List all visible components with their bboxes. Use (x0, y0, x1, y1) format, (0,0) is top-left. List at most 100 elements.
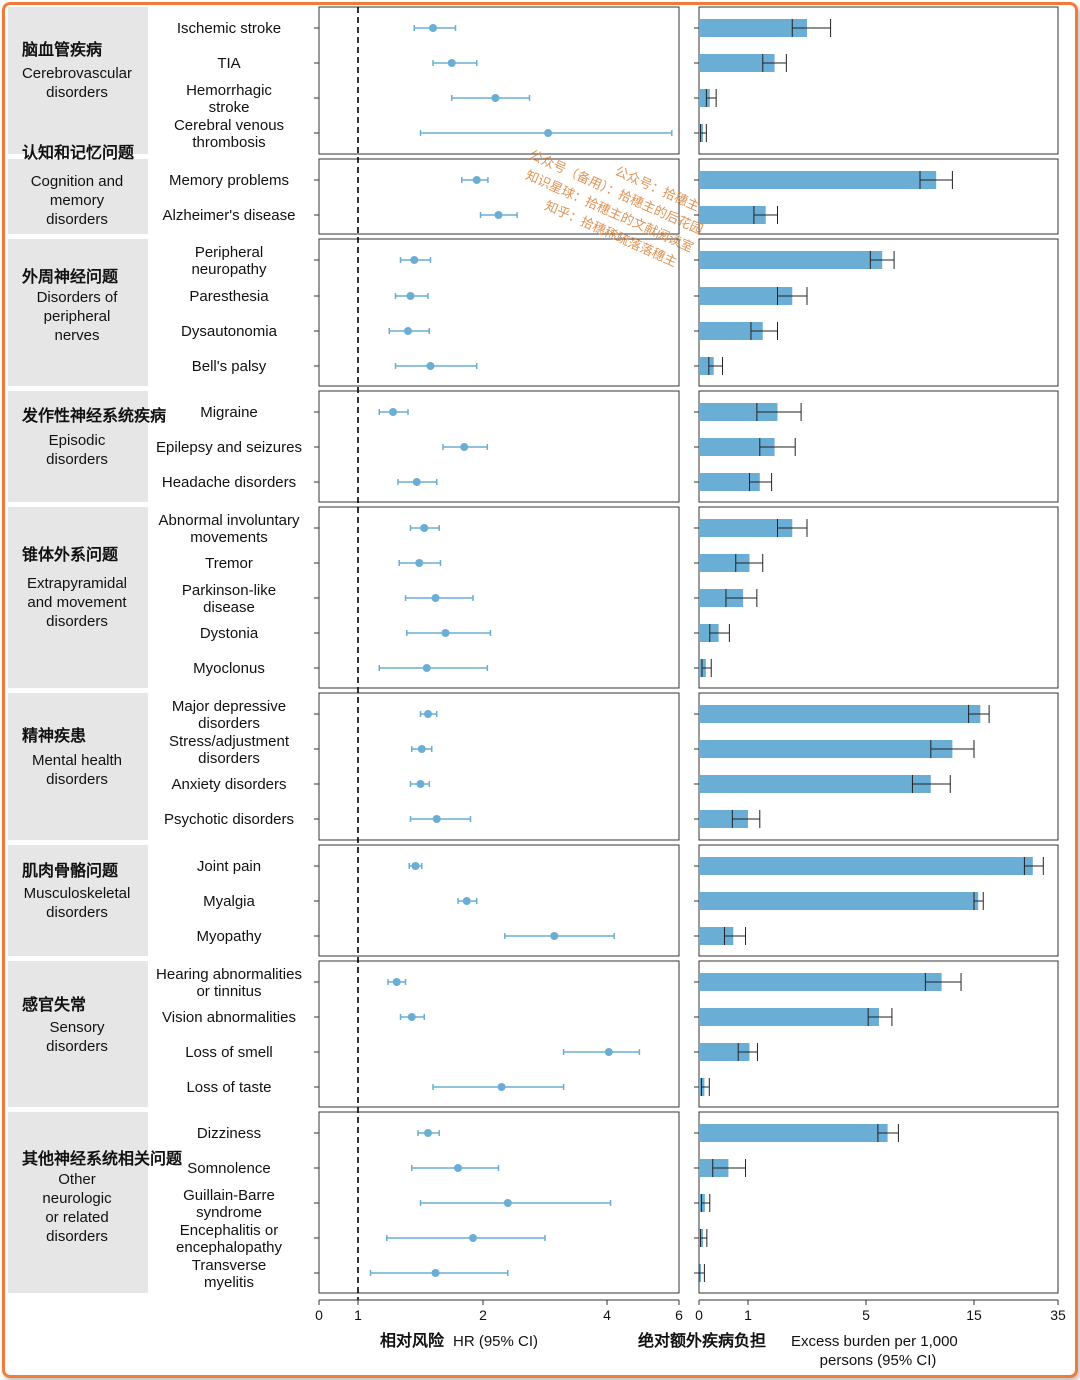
burden-bar (699, 171, 937, 189)
group-title-en: neurologic (42, 1190, 112, 1207)
group-title-en: disorders (46, 84, 108, 101)
condition-label: Abnormal involuntary (159, 512, 300, 529)
group-band (8, 159, 148, 234)
condition-label: stroke (209, 99, 250, 116)
condition-label: Encephalitis or (180, 1222, 278, 1239)
group-band (8, 845, 148, 956)
condition-label: Hearing abnormalities (156, 966, 302, 983)
condition-label: Myoclonus (193, 660, 265, 677)
condition-label: myelitis (204, 1274, 254, 1291)
hr-point (415, 559, 424, 567)
group-title-zh: 其他神经系统相关问题 (22, 1149, 183, 1168)
condition-label: Tremor (205, 555, 253, 572)
group-title-en: disorders (46, 1038, 108, 1055)
burden-panel (698, 158, 1059, 235)
hr-point (497, 1083, 506, 1091)
condition-label: syndrome (196, 1204, 262, 1221)
burden-bar (699, 705, 981, 723)
group-title-zh: 发作性神经系统疾病 (21, 406, 166, 425)
burden-bar (699, 1043, 750, 1061)
hr-panel (318, 960, 680, 1108)
burden-bar (699, 775, 931, 793)
burden-bar (699, 857, 1033, 875)
burden-bar (699, 473, 760, 491)
condition-label: Dizziness (197, 1125, 261, 1142)
condition-label: Headache disorders (162, 474, 296, 491)
condition-label: Myalgia (203, 893, 255, 910)
condition-label: Migraine (200, 404, 258, 421)
burden-axis-tick-label: 5 (862, 1307, 870, 1323)
condition-label: disease (203, 599, 255, 616)
right-axis-title-zh: 绝对额外疾病负担 (638, 1331, 766, 1350)
burden-panel (698, 960, 1059, 1108)
hr-point (469, 1234, 477, 1242)
burden-bar (699, 810, 748, 828)
group-title-zh: 肌肉骨骼问题 (22, 861, 119, 880)
hr-point (424, 1129, 432, 1137)
hr-panel (318, 844, 680, 957)
condition-label: Peripheral (195, 244, 263, 261)
group-title-zh: 脑血管疾病 (22, 40, 102, 59)
hr-point (429, 24, 437, 32)
burden-bar (699, 89, 710, 107)
group-title-en: disorders (46, 613, 108, 630)
hr-point (472, 176, 481, 184)
hr-panel (318, 390, 680, 503)
hr-point (417, 745, 426, 753)
condition-label: Dystonia (200, 625, 259, 642)
condition-label: Epilepsy and seizures (156, 439, 302, 456)
condition-label: Stress/adjustment (169, 733, 290, 750)
burden-axis-tick-label: 1 (744, 1307, 752, 1323)
group-title-en: Disorders of (37, 289, 119, 306)
group-title-en: Cognition and (31, 173, 124, 190)
burden-axis-tick-label: 15 (966, 1307, 982, 1323)
group-title-en: disorders (46, 211, 108, 228)
burden-bar (699, 624, 719, 642)
condition-label: Ischemic stroke (177, 20, 281, 37)
condition-label: encephalopathy (176, 1239, 282, 1256)
hr-axis-tick-label: 6 (675, 1307, 683, 1323)
right-axis-title-en-line1: Excess burden per 1,000 (791, 1333, 958, 1350)
hr-point (424, 710, 432, 718)
hr-point (389, 408, 397, 416)
hr-point (411, 862, 420, 870)
burden-panel (698, 692, 1059, 841)
hr-point (412, 478, 421, 486)
burden-bar (699, 403, 778, 421)
hr-point (604, 1048, 613, 1056)
condition-label: Guillain-Barre (183, 1187, 275, 1204)
group-title-en: Other (58, 1171, 96, 1188)
group-title-en: Mental health (32, 752, 122, 769)
burden-bar (699, 54, 775, 72)
condition-label: disorders (198, 750, 260, 767)
hr-panel (318, 6, 680, 155)
group-band (8, 693, 148, 840)
burden-bar (699, 1008, 879, 1026)
burden-bar (699, 740, 953, 758)
hr-axis-tick-label: 4 (603, 1307, 611, 1323)
group-title-en: Cerebrovascular (22, 65, 132, 82)
condition-label: movements (190, 529, 268, 546)
group-title-en: and movement (27, 594, 127, 611)
burden-bar (699, 519, 793, 537)
burden-panel (698, 238, 1059, 387)
hr-point (406, 292, 415, 300)
burden-bar (699, 251, 883, 269)
condition-label: Alzheimer's disease (163, 207, 296, 224)
group-band (8, 239, 148, 386)
condition-label: Loss of taste (186, 1079, 271, 1096)
hr-point (447, 59, 456, 67)
group-title-zh: 精神疾患 (22, 726, 86, 745)
group-title-en: peripheral (44, 308, 111, 325)
group-band (8, 961, 148, 1107)
burden-bar (699, 438, 775, 456)
condition-label: Paresthesia (189, 288, 269, 305)
condition-label: Major depressive (172, 698, 286, 715)
hr-point (432, 815, 441, 823)
burden-bar (699, 206, 766, 224)
burden-bar (699, 892, 979, 910)
group-title-zh: 锥体外系问题 (22, 545, 119, 564)
hr-point (404, 327, 412, 335)
group-band (8, 7, 148, 154)
group-title-en: disorders (46, 904, 108, 921)
